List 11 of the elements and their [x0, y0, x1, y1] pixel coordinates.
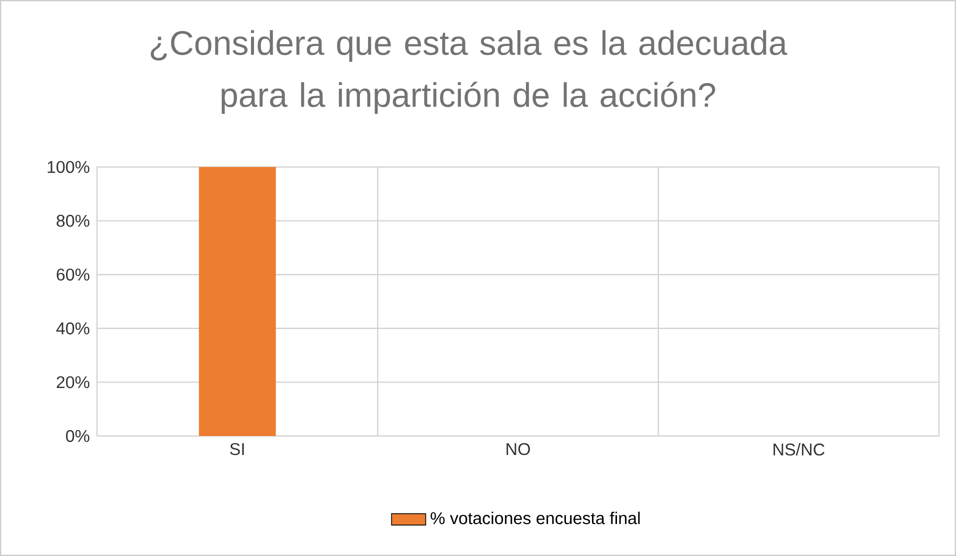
chart-title: ¿Considera que esta sala es la adecuada para la impartición de la acción? [150, 30, 788, 114]
y-tick-label: 40% [56, 322, 90, 334]
x-tick-label: NS/NC [774, 443, 824, 456]
y-tick-label: 100% [48, 160, 90, 174]
y-tick-label: 60% [56, 268, 90, 281]
x-tick-label: NO [506, 443, 530, 456]
y-tick-label: 0% [66, 430, 90, 442]
legend-label: % votaciones encuesta final [430, 512, 640, 524]
y-tick-label: 80% [56, 214, 90, 227]
y-tick-label: 20% [56, 376, 90, 388]
x-tick-label: SI [230, 443, 244, 456]
